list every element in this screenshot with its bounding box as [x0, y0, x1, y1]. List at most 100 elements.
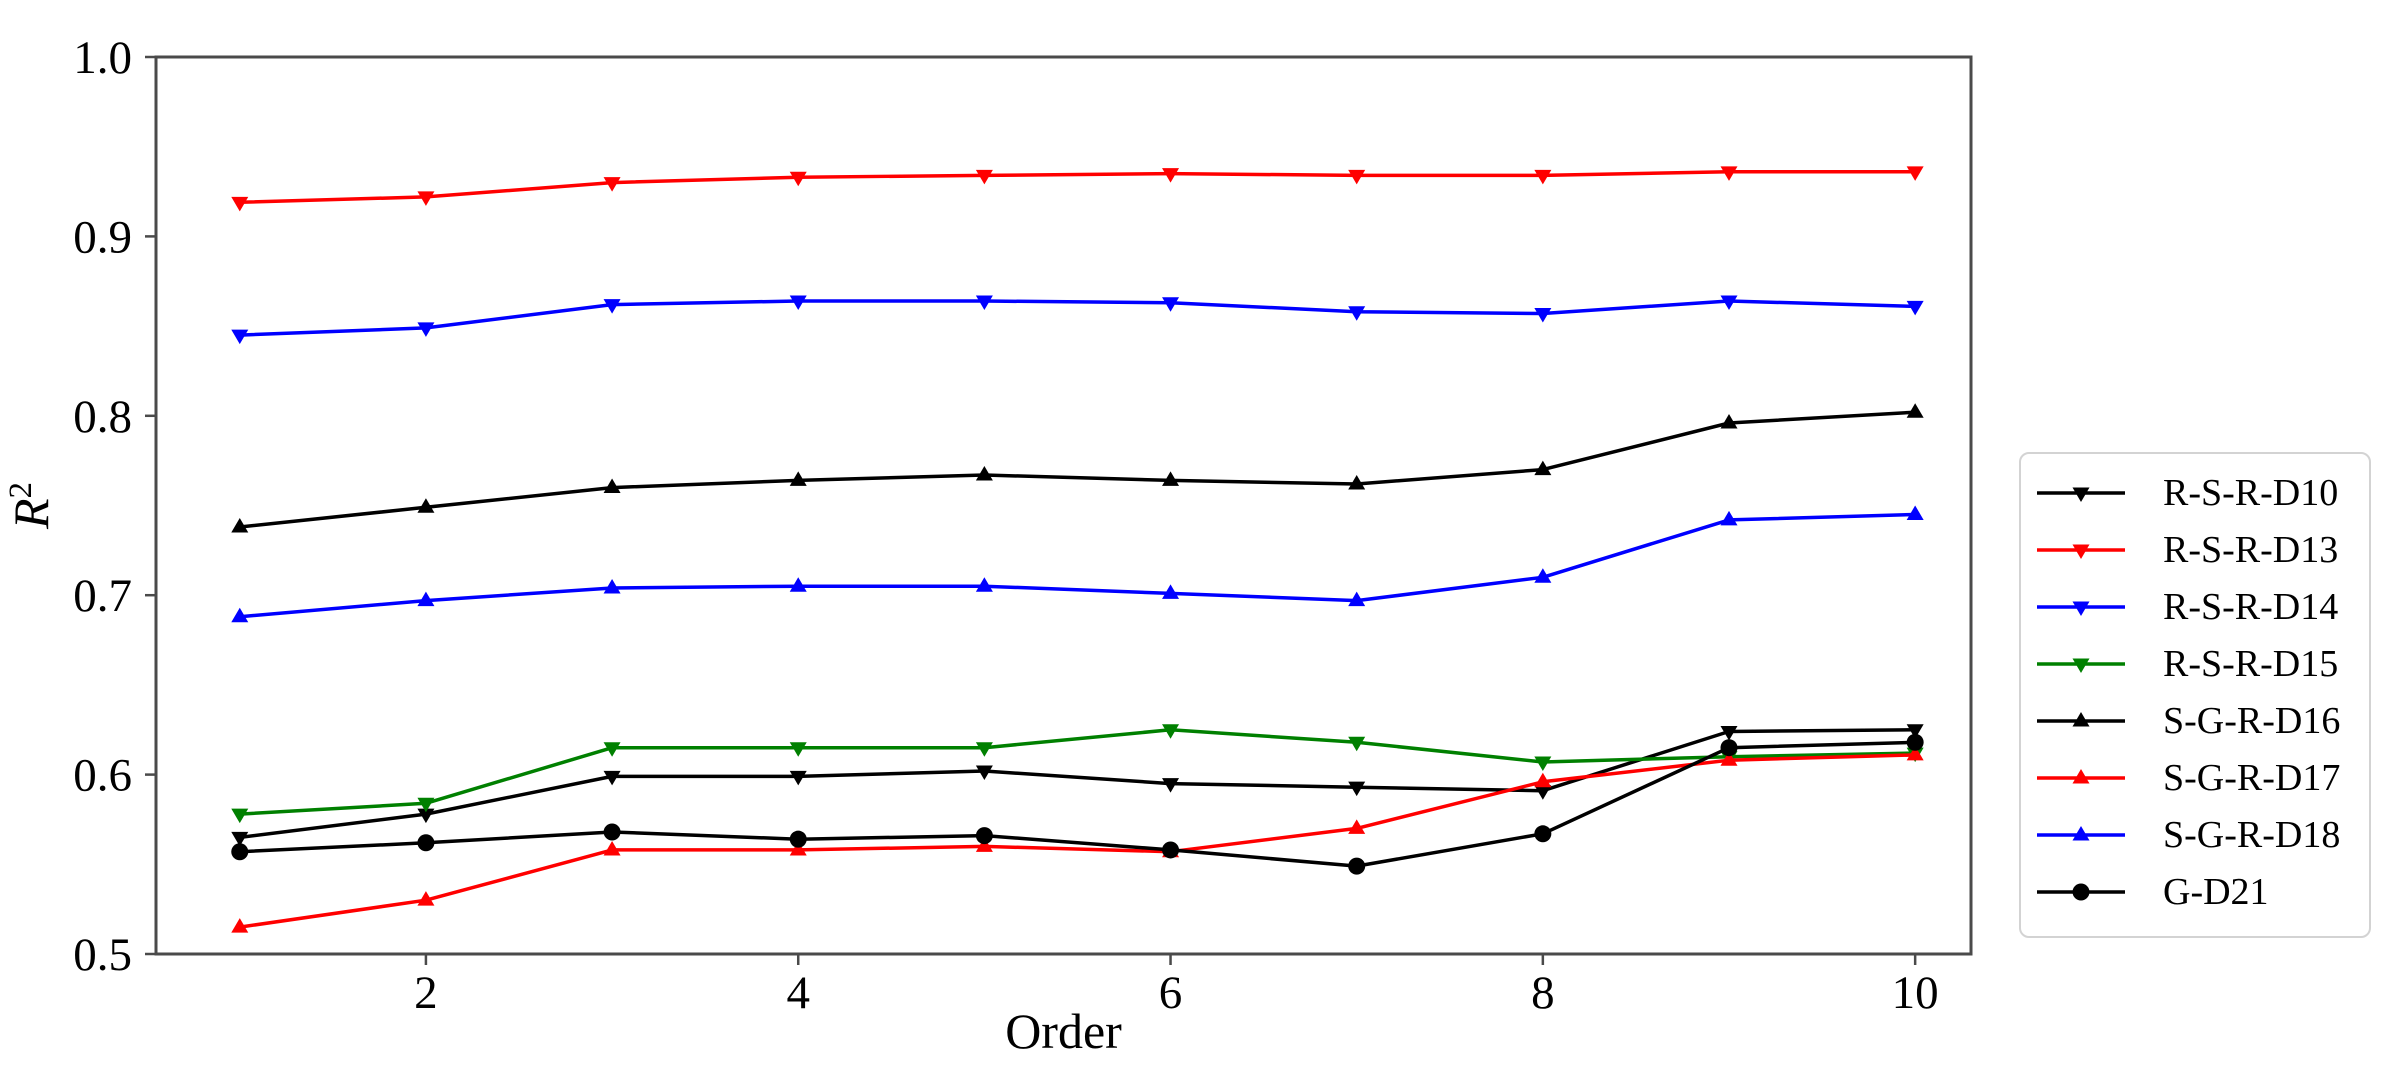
legend-item: S-G-R-D17	[2035, 749, 2369, 806]
series-G-D21	[231, 733, 1924, 875]
legend-label: S-G-R-D18	[2163, 813, 2341, 856]
legend-marker-sample	[2037, 487, 2125, 502]
data-marker	[1348, 857, 1366, 875]
data-marker	[1162, 168, 1180, 183]
series-R-S-R-D13	[231, 166, 1924, 212]
data-marker	[1906, 505, 1924, 520]
data-marker	[1162, 841, 1180, 859]
data-marker	[1720, 295, 1738, 310]
data-marker	[231, 329, 249, 345]
series-line	[239, 299, 1916, 337]
data-marker	[231, 518, 249, 533]
data-marker	[975, 765, 993, 781]
data-marker	[975, 577, 993, 592]
legend-marker	[2072, 711, 2090, 726]
series-line	[239, 728, 1916, 816]
legend-marker-sample	[2037, 601, 2125, 616]
legend-item: R-S-R-D13	[2035, 521, 2369, 578]
x-tick-label: 6	[1159, 967, 1183, 1019]
data-marker	[231, 808, 249, 824]
data-marker	[789, 171, 807, 187]
y-tick-label: 0.5	[73, 929, 132, 981]
series-line	[239, 512, 1916, 619]
data-marker	[231, 831, 249, 847]
data-marker	[603, 299, 621, 314]
data-marker	[789, 471, 807, 486]
series-line	[239, 753, 1916, 929]
data-marker	[1720, 166, 1738, 181]
data-marker	[603, 177, 621, 192]
data-marker	[1162, 724, 1180, 739]
data-marker	[1348, 169, 1366, 185]
data-marker	[1906, 724, 1924, 739]
data-marker	[1348, 781, 1366, 797]
data-marker	[231, 607, 249, 623]
data-marker	[1534, 568, 1552, 583]
series-R-S-R-D15	[231, 724, 1924, 824]
data-marker	[1534, 785, 1552, 800]
y-axis-label: R2	[3, 482, 59, 530]
legend-label: R-S-R-D14	[2163, 585, 2339, 628]
legend-label: R-S-R-D10	[2163, 471, 2339, 514]
data-marker	[603, 770, 621, 786]
x-tick-label: 10	[1892, 967, 1939, 1019]
legend-item: S-G-R-D18	[2035, 806, 2369, 863]
legend-label: G-D21	[2163, 870, 2269, 913]
data-marker	[1534, 825, 1552, 843]
y-tick-label: 0.6	[73, 750, 132, 802]
data-marker	[1348, 591, 1366, 607]
data-marker	[1348, 819, 1366, 834]
data-marker	[1720, 726, 1738, 741]
legend-item: R-S-R-D15	[2035, 635, 2369, 692]
legend-marker-sample	[2037, 544, 2125, 559]
data-marker	[975, 827, 993, 845]
legend-marker-sample	[2037, 658, 2125, 673]
legend-marker-sample	[2037, 883, 2125, 900]
legend-marker	[2072, 601, 2090, 616]
data-marker	[603, 840, 621, 856]
legend-label: R-S-R-D15	[2163, 642, 2339, 685]
data-marker	[975, 295, 993, 310]
y-axis-label-group: R2	[3, 482, 59, 530]
series-line	[239, 170, 1916, 205]
data-marker	[789, 742, 807, 757]
data-marker	[1534, 308, 1552, 323]
series-S-G-R-D16	[231, 403, 1924, 533]
data-marker	[417, 591, 435, 607]
legend-marker	[2072, 825, 2090, 840]
data-marker	[417, 808, 435, 824]
legend-item: S-G-R-D16	[2035, 692, 2369, 749]
data-marker	[417, 191, 435, 206]
data-marker	[789, 295, 807, 310]
data-marker	[789, 577, 807, 592]
x-axis-label: Order	[1005, 1003, 1122, 1059]
data-marker	[1162, 471, 1180, 486]
data-marker	[603, 579, 621, 594]
data-marker	[1162, 584, 1180, 599]
data-marker	[417, 834, 435, 852]
y-tick-label: 0.7	[73, 570, 132, 622]
legend-marker	[2072, 768, 2090, 783]
series-line	[239, 740, 1916, 868]
data-marker	[231, 918, 249, 933]
y-tick-label: 0.8	[73, 391, 132, 443]
legend-marker	[2072, 883, 2090, 900]
legend-item: R-S-R-D14	[2035, 578, 2369, 635]
data-marker	[1906, 403, 1924, 418]
legend-marker	[2072, 487, 2090, 502]
data-marker	[1534, 169, 1552, 185]
data-marker	[603, 823, 621, 841]
legend-marker	[2072, 544, 2090, 559]
x-tick-label: 4	[786, 967, 810, 1019]
legend-label: R-S-R-D13	[2163, 528, 2339, 571]
data-marker	[417, 498, 435, 513]
data-marker	[1720, 413, 1738, 429]
series-S-G-R-D18	[231, 505, 1924, 623]
data-marker	[603, 478, 621, 494]
data-marker	[975, 169, 993, 185]
data-marker	[1906, 300, 1924, 316]
legend-label: S-G-R-D16	[2163, 699, 2341, 742]
legend-marker-sample	[2037, 825, 2125, 840]
data-marker	[1534, 772, 1552, 788]
plot-frame	[154, 55, 1973, 956]
